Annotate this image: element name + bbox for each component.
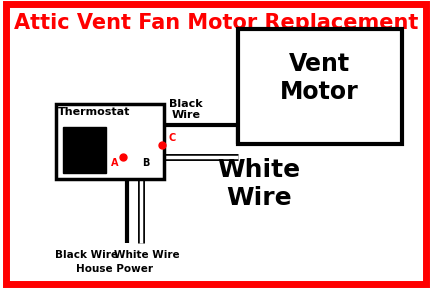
Text: Attic Vent Fan Motor Replacement: Attic Vent Fan Motor Replacement xyxy=(14,13,418,33)
Text: White Wire: White Wire xyxy=(114,250,180,260)
Bar xyxy=(63,127,106,173)
Text: Vent
Motor: Vent Motor xyxy=(280,52,359,104)
Text: B: B xyxy=(143,158,150,168)
Bar xyxy=(238,29,402,144)
Text: Thermostat: Thermostat xyxy=(58,107,131,117)
Text: House Power: House Power xyxy=(76,264,153,274)
Text: Black Wire: Black Wire xyxy=(55,250,118,260)
Text: A: A xyxy=(111,158,119,168)
Text: White
Wire: White Wire xyxy=(218,158,301,210)
Text: Black
Wire: Black Wire xyxy=(169,98,203,120)
Text: C: C xyxy=(168,133,176,143)
Bar xyxy=(56,104,164,179)
